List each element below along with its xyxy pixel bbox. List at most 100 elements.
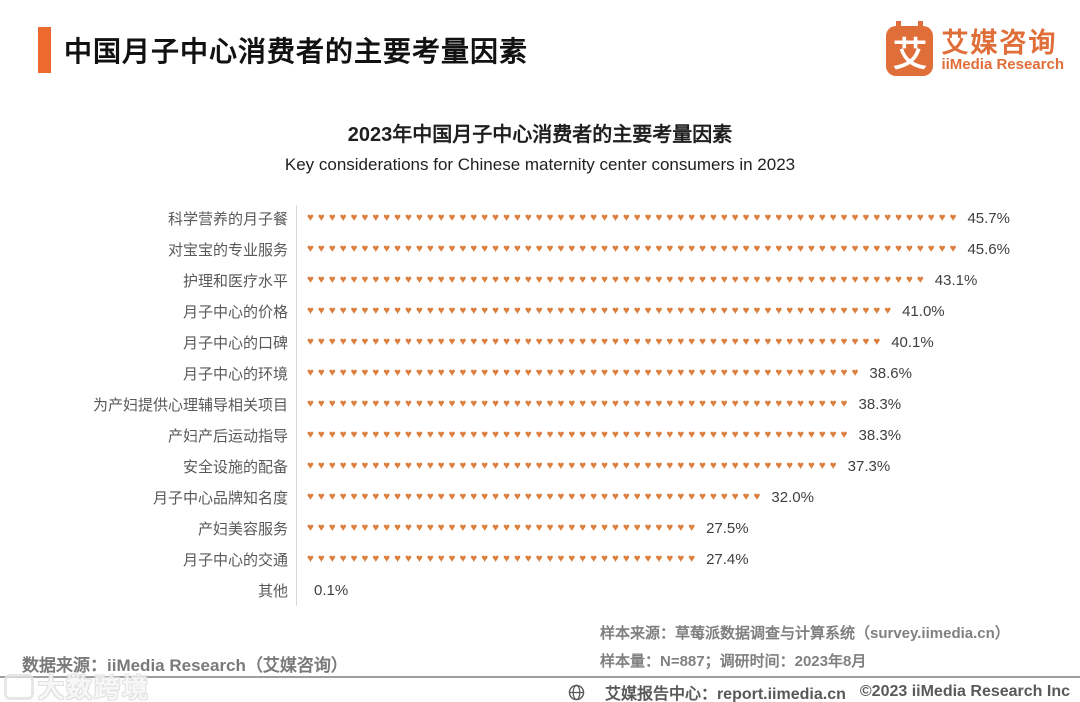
heart-icon: ♥	[328, 366, 336, 379]
title-accent-bar	[38, 27, 51, 73]
category-label: 科学营养的月子餐	[167, 211, 288, 228]
heart-icon: ♥	[546, 552, 554, 565]
heart-icon: ♥	[622, 521, 630, 534]
heart-icon: ♥	[307, 304, 314, 317]
heart-icon: ♥	[405, 242, 412, 255]
heart-icon: ♥	[699, 273, 706, 286]
heart-icon: ♥	[884, 211, 892, 224]
heart-icon: ♥	[317, 428, 325, 441]
heart-icon: ♥	[328, 552, 336, 565]
heart-icon: ♥	[666, 242, 674, 255]
heart-icon: ♥	[709, 242, 717, 255]
heart-icon: ♥	[786, 242, 794, 255]
heart-icon: ♥	[677, 490, 685, 503]
category-label: 月子中心品牌知名度	[152, 490, 288, 507]
footer-divider	[0, 676, 1080, 678]
heart-icon: ♥	[503, 459, 510, 472]
heart-icon: ♥	[709, 490, 717, 503]
heart-icon: ♥	[383, 304, 391, 317]
heart-pictogram-bar: ♥ ♥ ♥ ♥ ♥ ♥ ♥ ♥ ♥ ♥ ♥ ♥ ♥ ♥ ♥ ♥ ♥ ♥ ♥ ♥ ♥ ♥ ♥ ♥ ♥ ♥ ♥ ♥ ♥ ♥ ♥ ♥ ♥ ♥ ♥ ♥ ♥ ♥ ♥ ♥…	[305, 304, 893, 318]
heart-icon: ♥	[361, 304, 369, 317]
heart-icon: ♥	[590, 397, 598, 410]
heart-icon: ♥	[709, 459, 717, 472]
heart-icon: ♥	[383, 211, 391, 224]
heart-icon: ♥	[677, 459, 685, 472]
heart-icon: ♥	[699, 304, 706, 317]
sample-source-note: 样本来源：草莓派数据调查与计算系统（survey.iimedia.cn）	[600, 625, 1010, 642]
heart-icon: ♥	[437, 366, 445, 379]
heart-icon: ♥	[513, 242, 521, 255]
heart-icon: ♥	[415, 521, 423, 534]
category-label: 安全设施的配备	[182, 459, 288, 476]
heart-icon: ♥	[655, 366, 663, 379]
heart-icon: ♥	[492, 428, 499, 441]
heart-icon: ♥	[633, 428, 641, 441]
heart-icon: ♥	[546, 366, 554, 379]
heart-icon: ♥	[895, 242, 902, 255]
heart-icon: ♥	[753, 273, 761, 286]
heart-icon: ♥	[350, 552, 358, 565]
heart-icon: ♥	[633, 273, 641, 286]
category-label: 月子中心的口碑	[182, 335, 288, 352]
heart-icon: ♥	[753, 335, 761, 348]
heart-icon: ♥	[775, 335, 783, 348]
heart-icon: ♥	[731, 335, 739, 348]
heart-icon: ♥	[927, 211, 935, 224]
heart-icon: ♥	[633, 366, 641, 379]
heart-icon: ♥	[557, 304, 565, 317]
heart-icon: ♥	[492, 273, 499, 286]
heart-icon: ♥	[808, 335, 815, 348]
heart-icon: ♥	[307, 428, 314, 441]
heart-icon: ♥	[884, 242, 892, 255]
report-center-link[interactable]: 艾媒报告中心：report.iimedia.cn	[604, 686, 846, 702]
heart-icon: ♥	[372, 552, 380, 565]
heart-icon: ♥	[459, 552, 467, 565]
heart-icon: ♥	[339, 304, 347, 317]
heart-icon: ♥	[568, 304, 576, 317]
heart-icon: ♥	[361, 335, 369, 348]
heart-icon: ♥	[590, 335, 598, 348]
heart-icon: ♥	[372, 366, 380, 379]
heart-icon: ♥	[372, 273, 380, 286]
heart-icon: ♥	[503, 242, 510, 255]
heart-icon: ♥	[916, 211, 924, 224]
heart-icon: ♥	[601, 552, 608, 565]
heart-pictogram-bar: ♥ ♥ ♥ ♥ ♥ ♥ ♥ ♥ ♥ ♥ ♥ ♥ ♥ ♥ ♥ ♥ ♥ ♥ ♥ ♥ ♥ ♥ ♥ ♥ ♥ ♥ ♥ ♥ ♥ ♥ ♥ ♥ ♥ ♥ ♥ ♥ ♥ ♥ ♥ ♥…	[305, 335, 882, 349]
heart-icon: ♥	[372, 335, 380, 348]
heart-icon: ♥	[633, 211, 641, 224]
heart-icon: ♥	[535, 211, 543, 224]
heart-icon: ♥	[328, 335, 336, 348]
value-label: 27.4%	[706, 551, 749, 568]
heart-icon: ♥	[513, 428, 521, 441]
copyright-text: ©2023 iiMedia Research Inc	[859, 683, 1070, 700]
heart-icon: ♥	[731, 304, 739, 317]
heart-icon: ♥	[731, 211, 739, 224]
heart-icon: ♥	[829, 459, 837, 472]
heart-icon: ♥	[317, 366, 325, 379]
heart-icon: ♥	[720, 428, 728, 441]
heart-icon: ♥	[317, 397, 325, 410]
heart-icon: ♥	[829, 397, 837, 410]
heart-icon: ♥	[513, 273, 521, 286]
heart-icon: ♥	[840, 304, 848, 317]
heart-icon: ♥	[524, 552, 532, 565]
heart-icon: ♥	[699, 366, 706, 379]
heart-icon: ♥	[394, 397, 401, 410]
heart-icon: ♥	[666, 335, 674, 348]
heart-icon: ♥	[459, 397, 467, 410]
heart-icon: ♥	[764, 428, 772, 441]
heart-icon: ♥	[601, 304, 608, 317]
heart-icon: ♥	[557, 335, 565, 348]
heart-icon: ♥	[307, 521, 314, 534]
value-label: 45.6%	[967, 241, 1010, 258]
heart-icon: ♥	[361, 459, 369, 472]
heart-icon: ♥	[775, 211, 783, 224]
heart-icon: ♥	[339, 335, 347, 348]
heart-icon: ♥	[666, 552, 674, 565]
heart-icon: ♥	[720, 304, 728, 317]
heart-icon: ♥	[709, 273, 717, 286]
heart-icon: ♥	[513, 552, 521, 565]
heart-icon: ♥	[568, 521, 576, 534]
heart-icon: ♥	[426, 397, 434, 410]
heart-icon: ♥	[415, 490, 423, 503]
